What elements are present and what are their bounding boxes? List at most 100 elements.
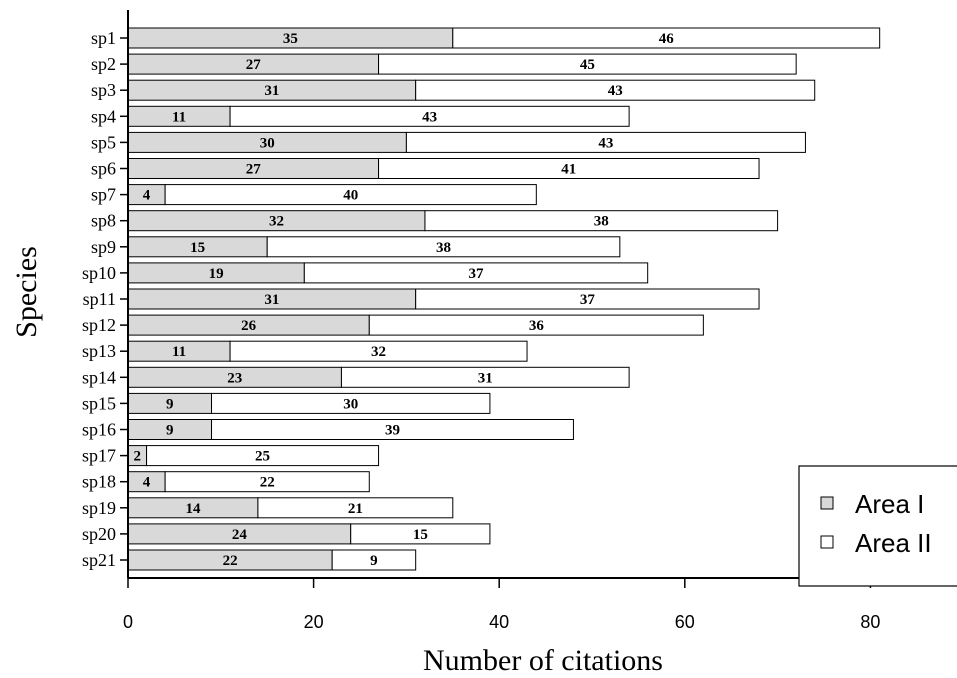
y-tick-label: sp15: [82, 393, 116, 413]
bar-sp6-series-2: [378, 158, 760, 179]
x-tick-label: 20: [304, 612, 324, 632]
y-tick-label: sp9: [91, 237, 116, 257]
bar-value-label: 36: [529, 318, 545, 334]
bar-value-label: 41: [561, 162, 576, 178]
bar-value-label: 14: [185, 501, 201, 517]
bar-value-label: 37: [580, 292, 596, 308]
bar-sp18-series-2: [164, 471, 370, 493]
x-tick-label: 80: [860, 612, 880, 632]
bar-value-label: 9: [370, 553, 378, 569]
y-tick-label: sp6: [91, 159, 116, 179]
bar-value-label: 39: [385, 423, 400, 439]
bar-value-label: 9: [166, 423, 174, 439]
bar-value-label: 9: [166, 396, 174, 412]
y-tick-label: sp1: [91, 28, 116, 48]
bar-value-label: 30: [260, 135, 275, 151]
bar-sp17-series-2: [146, 445, 380, 467]
bar-sp10-series-2: [303, 262, 649, 284]
y-tick-label: sp4: [91, 106, 116, 126]
y-tick-label: sp2: [91, 54, 116, 74]
bar-sp8-series-2: [424, 210, 779, 232]
legend-swatch-area-i: [820, 496, 834, 510]
bar-value-label: 46: [659, 31, 675, 47]
legend: Area I Area II: [798, 465, 957, 587]
bar-value-label: 31: [264, 292, 279, 308]
y-tick-label: sp17: [82, 446, 116, 466]
y-tick-label: sp19: [82, 498, 116, 518]
bar-value-label: 11: [172, 344, 186, 360]
bar-sp16-series-2: [211, 419, 574, 440]
bar-sp3-series-2: [415, 79, 816, 101]
y-tick-label: sp8: [91, 211, 116, 231]
y-tick-label: sp20: [82, 524, 116, 544]
bar-value-label: 40: [343, 188, 358, 204]
y-tick-label: sp12: [82, 315, 116, 335]
y-tick-label: sp14: [82, 367, 116, 387]
y-tick-label: sp10: [82, 263, 116, 283]
bar-sp14-series-2: [340, 366, 630, 388]
legend-box: [798, 465, 957, 587]
y-tick-label: sp18: [82, 472, 116, 492]
bar-value-label: 21: [348, 501, 363, 517]
legend-swatch-area-ii: [820, 535, 834, 549]
y-tick-label: sp13: [82, 341, 116, 361]
bar-value-label: 43: [598, 135, 613, 151]
bar-sp15-series-2: [211, 392, 491, 414]
bar-sp12-series-2: [368, 314, 704, 336]
bar-value-label: 43: [608, 83, 623, 99]
bar-value-label: 27: [246, 57, 262, 73]
bar-value-label: 4: [143, 475, 151, 491]
y-tick-label: sp16: [82, 420, 116, 440]
y-tick-label: sp3: [91, 80, 116, 100]
y-tick-label: sp7: [91, 185, 116, 205]
bars-layer: [127, 27, 881, 571]
bar-value-label: 43: [422, 109, 437, 125]
bar-sp2-series-2: [378, 53, 797, 75]
bar-value-label: 35: [283, 31, 298, 47]
x-axis-title: Number of citations: [423, 644, 663, 677]
bar-value-label: 31: [478, 370, 493, 386]
bar-value-label: 25: [255, 449, 270, 465]
y-tick-label: sp11: [83, 289, 116, 309]
bar-value-label: 24: [232, 527, 248, 543]
bar-value-label: 45: [580, 57, 595, 73]
bar-value-label: 27: [246, 162, 262, 178]
y-tick-label: sp5: [91, 132, 116, 152]
bar-sp13-series-2: [229, 340, 528, 362]
x-tick-label: 60: [675, 612, 695, 632]
x-tick-label: 0: [123, 612, 133, 632]
y-axis: sp1 sp2 sp3 sp4 sp5 sp6 sp7 sp8 sp9 sp10 sp11 sp12 s…: [82, 10, 129, 578]
bar-value-label: 37: [469, 266, 485, 282]
bar-value-label: 31: [264, 83, 279, 99]
bar-value-label: 19: [209, 266, 224, 282]
bar-sp19-series-2: [257, 497, 454, 519]
bar-value-label: 22: [260, 475, 275, 491]
x-tick-label: 40: [489, 612, 509, 632]
bar-value-label: 15: [413, 527, 428, 543]
bar-sp20-series-2: [350, 523, 491, 545]
bar-value-label: 11: [172, 109, 186, 125]
bar-value-label: 38: [594, 214, 609, 230]
y-axis-title: Species: [10, 246, 43, 338]
bar-value-label: 32: [371, 344, 386, 360]
bar-value-label: 32: [269, 214, 284, 230]
bar-sp21-series-2: [331, 549, 417, 571]
legend-label-area-i: Area I: [855, 489, 924, 519]
y-tick-label: sp21: [82, 550, 116, 570]
bar-value-label: 38: [436, 240, 451, 256]
bar-value-label: 26: [241, 318, 257, 334]
bar-value-label: 30: [343, 396, 358, 412]
legend-label-area-ii: Area II: [855, 528, 932, 558]
bar-value-label: 23: [227, 370, 242, 386]
bar-sp11-series-2: [415, 288, 760, 310]
bar-value-label: 22: [223, 553, 238, 569]
bar-sp1-series-2: [452, 27, 881, 49]
bar-sp9-series-2: [266, 236, 621, 258]
bar-sp4-series-2: [229, 105, 630, 127]
bar-value-label: 15: [190, 240, 205, 256]
bar-value-label: 2: [134, 449, 142, 465]
bar-value-label: 4: [143, 188, 151, 204]
bar-sp7-series-2: [164, 184, 537, 206]
